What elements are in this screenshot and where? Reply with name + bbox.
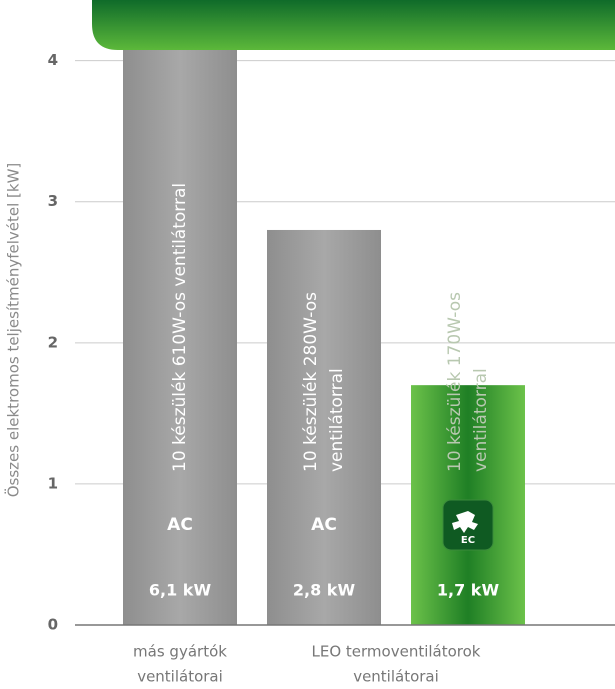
value-label: 1,7 kW — [437, 581, 500, 600]
bar — [123, 0, 237, 625]
value-label: 6,1 kW — [149, 581, 212, 600]
drive-label: AC — [167, 515, 193, 535]
bars — [123, 0, 525, 625]
y-tick-label: 2 — [48, 333, 58, 351]
bar-text: 10 készülék 280W-os — [301, 292, 321, 472]
banner — [92, 0, 615, 50]
y-tick-label: 3 — [48, 192, 58, 210]
x-group-label: ventilátorai — [353, 668, 439, 686]
x-group-label: ventilátorai — [137, 668, 223, 686]
y-axis-label: Összes elektromos teljesítményfelvétel [… — [4, 163, 23, 498]
bar — [267, 229, 381, 625]
y-tick-label: 1 — [48, 474, 58, 492]
drive-label: AC — [311, 515, 337, 535]
bar-text: ventilátorral — [471, 368, 491, 472]
value-label: 2,8 kW — [293, 581, 356, 600]
drive-label: EC — [461, 535, 475, 546]
bar-text: 10 készülék 170W-os — [445, 292, 465, 472]
bar-text: 10 készülék 610W-os ventilátorral — [170, 183, 190, 472]
fan-icon — [452, 511, 478, 533]
y-tick-label: 0 — [48, 616, 58, 634]
x-group-label: más gyártók — [133, 643, 227, 661]
bar-text: ventilátorral — [327, 368, 347, 472]
x-group-label: LEO termoventilátorok — [312, 643, 481, 661]
y-tick-label: 4 — [48, 51, 58, 69]
